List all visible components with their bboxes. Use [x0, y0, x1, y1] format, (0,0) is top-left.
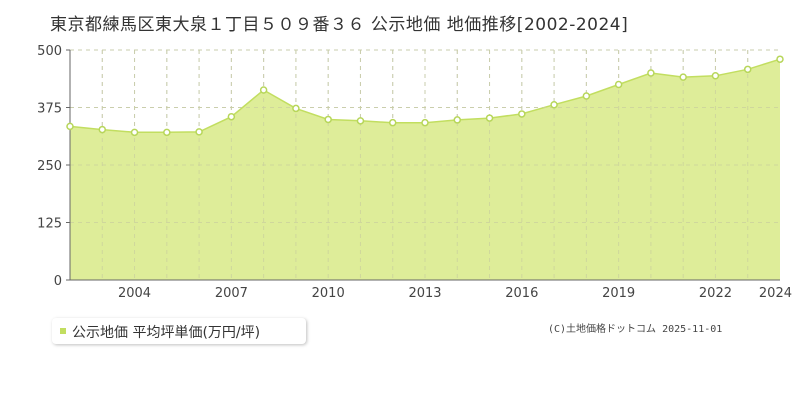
y-tick-label: 0	[54, 274, 62, 289]
credit-text: (C)土地価格ドットコム 2025-11-01	[548, 324, 723, 335]
data-point	[163, 128, 171, 137]
x-tick-label: 2004	[118, 286, 151, 301]
data-point	[614, 80, 623, 89]
data-point	[324, 115, 332, 124]
data-point	[227, 112, 236, 121]
legend-marker	[60, 328, 66, 334]
x-tick-label: 2013	[408, 286, 441, 301]
data-point	[711, 72, 720, 80]
data-point	[550, 100, 558, 109]
data-point	[356, 117, 365, 125]
x-tick-label: 2024	[759, 286, 792, 301]
legend-label: 公示地価 平均坪単価(万円/坪)	[72, 325, 261, 341]
y-tick-label: 500	[37, 44, 62, 59]
data-point	[421, 118, 429, 127]
data-point	[66, 122, 74, 131]
x-tick-label: 2007	[215, 286, 248, 301]
y-tick-label: 375	[37, 102, 62, 117]
x-tick-label: 2016	[505, 286, 538, 301]
legend: 公示地価 平均坪単価(万円/坪)	[52, 318, 306, 344]
x-tick-label: 2010	[312, 286, 345, 301]
y-tick-label: 250	[37, 159, 62, 174]
data-point	[582, 92, 591, 100]
x-tick-labels: 2004 2007 2010 2013 2016 2019 2022 2024	[118, 286, 792, 301]
data-points	[66, 55, 784, 137]
data-point	[130, 128, 139, 137]
data-point	[195, 128, 203, 136]
data-point	[485, 114, 494, 122]
area-fill	[70, 59, 780, 281]
data-point	[453, 116, 462, 124]
data-point	[518, 110, 526, 118]
data-point	[679, 73, 687, 81]
axes	[66, 49, 780, 281]
x-tick-label: 2022	[699, 286, 732, 301]
data-point	[388, 118, 397, 127]
x-tick-label: 2019	[602, 286, 635, 301]
data-point	[259, 86, 268, 94]
data-point	[743, 65, 752, 74]
data-point	[292, 104, 300, 113]
data-point	[98, 125, 107, 134]
data-point	[647, 69, 655, 77]
y-tick-labels: 0 125 250 375 500	[37, 44, 62, 289]
y-tick-label: 125	[37, 217, 62, 232]
data-point	[776, 55, 784, 63]
chart-title: 東京都練馬区東大泉１丁目５０９番３６ 公示地価 地価推移[2002-2024]	[50, 15, 629, 35]
